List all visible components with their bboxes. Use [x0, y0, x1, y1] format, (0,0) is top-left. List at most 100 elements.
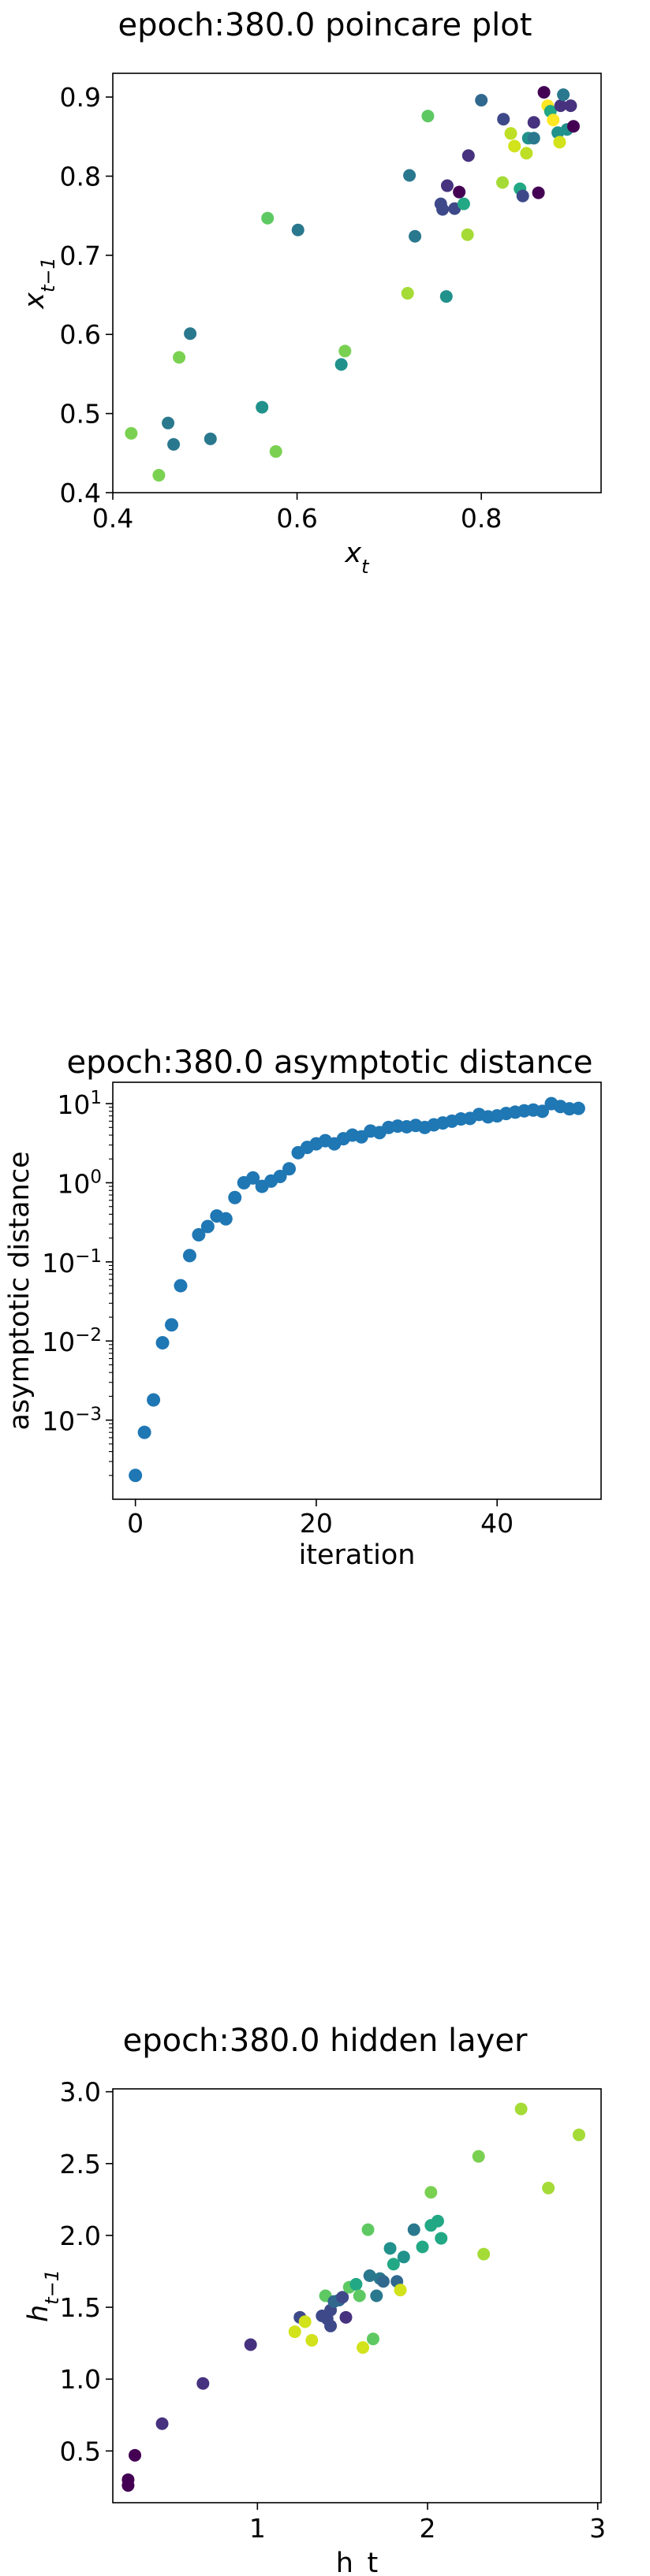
hidden-layer-axes-frame — [112, 2088, 602, 2503]
asymptotic-distance-x-ticks: 0 20 40 — [127, 1499, 514, 1539]
hidden-layer-point — [361, 2223, 375, 2236]
poincare-point — [167, 437, 181, 451]
poincare-point — [125, 426, 138, 440]
poincare-point — [457, 197, 470, 210]
poincare-point — [436, 203, 450, 216]
poincare-point — [504, 127, 517, 140]
asymptotic-distance-y-axis-label: asymptotic distance — [4, 1152, 35, 1431]
poincare-point — [152, 468, 166, 482]
poincare-plot-title: epoch:380.0 poincare plot — [118, 7, 532, 43]
poincare-point — [475, 94, 488, 107]
hidden-layer-title: epoch:380.0 hidden layer — [123, 2023, 528, 2059]
hidden-layer-point — [407, 2223, 420, 2236]
hidden-layer-point — [155, 2417, 169, 2430]
poincare-point — [554, 99, 567, 113]
poincare-point — [162, 416, 175, 430]
asymptotic-distance-point — [155, 1335, 170, 1349]
poincare-point — [256, 400, 269, 414]
poincare-point — [261, 211, 275, 225]
y-tick-label: 10−2 — [42, 1325, 102, 1357]
asymptotic-distance-point — [246, 1171, 260, 1185]
poincare-point — [173, 351, 186, 364]
hidden-layer-point — [514, 2102, 528, 2116]
poincare-plot-axes-frame — [112, 73, 602, 493]
hidden-layer-point — [416, 2240, 429, 2254]
hidden-layer-point — [477, 2247, 491, 2261]
poincare-point — [440, 179, 454, 192]
y-tick-label: 0.8 — [60, 161, 101, 192]
poincare-point — [461, 228, 474, 241]
poincare-plot-x-axis-label: xt — [344, 538, 370, 578]
hidden-layer-point — [349, 2277, 363, 2291]
asymptotic-distance-point — [147, 1393, 161, 1407]
asymptotic-distance-x-axis-label: iteration — [299, 1539, 416, 1571]
asymptotic-distance-point — [129, 1469, 143, 1483]
y-tick-label: 100 — [57, 1167, 102, 1199]
x-tick-label: 1 — [249, 2513, 266, 2544]
asymptotic-distance-chart: epoch:380.0 asymptotic distance 0 20 40 10… — [4, 1044, 602, 1571]
asymptotic-distance-y-ticks: 10−3 10−2 10−1 100 101 — [42, 1088, 113, 1476]
hidden-layer-point — [121, 2473, 135, 2486]
hidden-layer-point — [339, 2310, 353, 2324]
x-tick-label: 2 — [420, 2513, 436, 2544]
poincare-plot-points — [125, 86, 580, 482]
x-tick-label: 3 — [589, 2513, 606, 2544]
x-tick-label: 20 — [300, 1508, 333, 1539]
asymptotic-distance-axes-frame — [112, 1081, 602, 1500]
hidden-layer-point — [397, 2250, 410, 2264]
asymptotic-distance-point — [165, 1318, 179, 1332]
poincare-plot-chart: epoch:380.0 poincare plot 0.4 0.6 0.8 0.40… — [19, 7, 602, 578]
hidden-layer-point — [129, 2448, 142, 2462]
poincare-point — [532, 186, 545, 199]
poincare-point — [334, 358, 348, 371]
hidden-layer-point — [298, 2315, 312, 2328]
poincare-point — [401, 287, 414, 300]
hidden-layer-point — [431, 2214, 444, 2228]
asymptotic-distance-point — [182, 1249, 196, 1263]
poincare-point — [557, 88, 570, 102]
hidden-layer-point — [244, 2338, 257, 2351]
hidden-layer-point — [353, 2289, 366, 2302]
hidden-layer-point — [383, 2242, 397, 2255]
poincare-point — [553, 136, 566, 149]
x-tick-label: 0.4 — [92, 503, 133, 534]
y-tick-label: 1.5 — [60, 2292, 101, 2323]
y-tick-label: 1.0 — [60, 2364, 101, 2395]
poincare-point — [204, 432, 217, 445]
poincare-point — [527, 132, 540, 145]
hidden-layer-points — [121, 2102, 585, 2492]
y-tick-label: 0.5 — [60, 2436, 101, 2466]
poincare-point — [439, 290, 453, 303]
hidden-layer-point — [387, 2258, 400, 2271]
poincare-point — [547, 114, 560, 127]
hidden-layer-point — [424, 2186, 438, 2199]
poincare-point — [409, 229, 422, 243]
hidden-layer-point — [366, 2332, 379, 2346]
hidden-layer-point — [363, 2269, 376, 2282]
poincare-plot-y-ticks: 0.4 0.5 0.6 0.7 0.8 0.9 — [60, 82, 113, 508]
poincare-point — [269, 445, 282, 458]
hidden-layer-chart: epoch:380.0 hidden layer 1 2 3 0.5 1.0 1.5 2.… — [23, 2023, 606, 2576]
hidden-layer-x-axis-label: h_t — [336, 2548, 378, 2576]
y-tick-label: 0.7 — [60, 240, 101, 271]
poincare-point — [508, 140, 521, 153]
y-tick-label: 10−1 — [42, 1246, 102, 1279]
asymptotic-distance-point — [200, 1219, 215, 1234]
hidden-layer-point — [324, 2319, 338, 2332]
poincare-point — [291, 223, 304, 236]
asymptotic-distance-point — [282, 1162, 297, 1176]
asymptotic-distance-point — [192, 1227, 206, 1241]
x-tick-label: 40 — [480, 1508, 514, 1539]
poincare-plot-x-ticks: 0.4 0.6 0.8 — [92, 493, 502, 534]
y-tick-label: 0.6 — [60, 319, 101, 350]
hidden-layer-point — [336, 2291, 349, 2304]
asymptotic-distance-point — [571, 1101, 585, 1115]
poincare-point — [527, 116, 540, 129]
asymptotic-distance-title: epoch:380.0 asymptotic distance — [66, 1044, 592, 1081]
poincare-point — [184, 327, 197, 341]
x-tick-label: 0.6 — [276, 503, 317, 534]
hidden-layer-point — [305, 2334, 319, 2347]
y-tick-label: 3.0 — [60, 2077, 101, 2108]
hidden-layer-point — [472, 2150, 485, 2163]
hidden-layer-y-ticks: 0.5 1.0 1.5 2.0 2.5 3.0 — [60, 2077, 113, 2466]
